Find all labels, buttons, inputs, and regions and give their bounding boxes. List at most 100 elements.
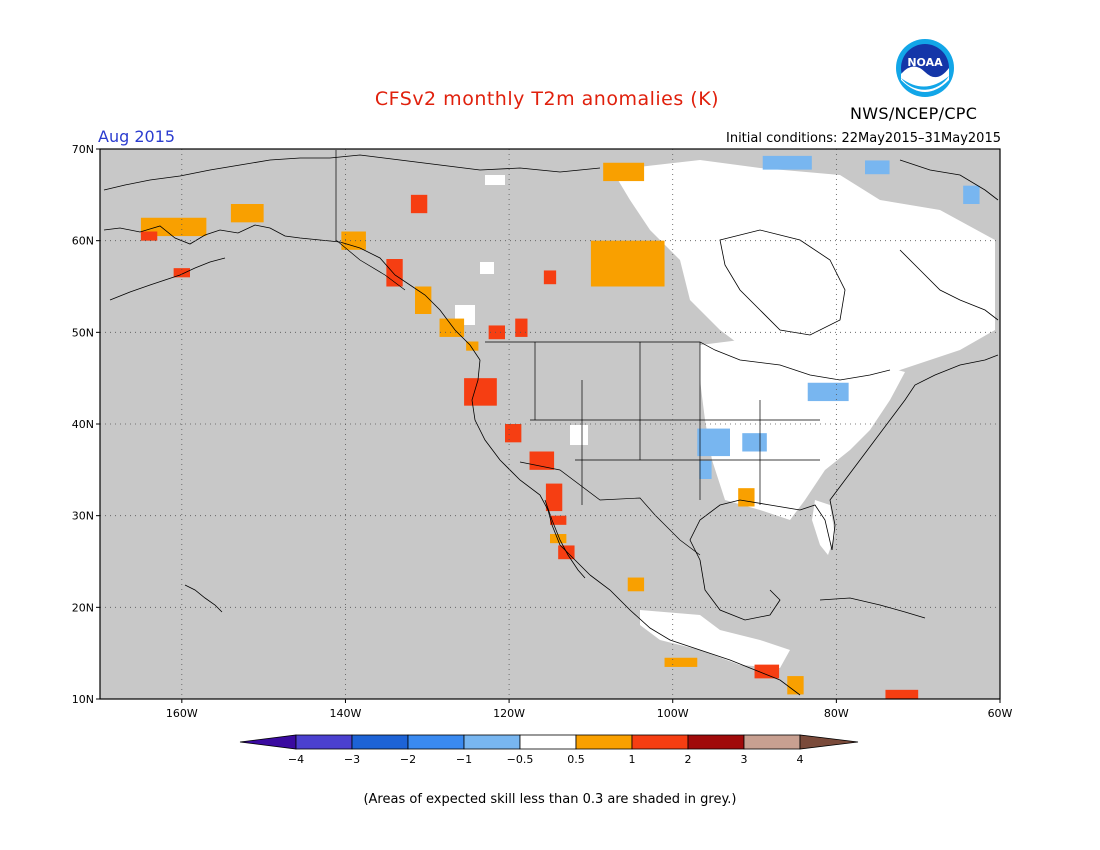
colorbar-label: 0.5 [567, 753, 585, 766]
coastline-aleutians [109, 257, 226, 301]
colorbar-segment [463, 734, 521, 750]
anomaly-cell-red_orange [505, 424, 522, 443]
coastline-west-us [471, 359, 591, 576]
colorbar-segment [743, 734, 801, 750]
anomaly-cell-red_orange [515, 318, 528, 337]
lat-tick-label: 50N [72, 326, 94, 339]
anomaly-cell-light_blue [697, 428, 730, 457]
axis-ticks: 70N 60N 50N 40N 30N 20N 10N 160W 140W 120W 100W 80W… [72, 143, 1013, 720]
coastline-labrador [899, 249, 999, 321]
anomaly-cell-red_orange [140, 231, 158, 241]
colorbar-label: 4 [797, 753, 804, 766]
colorbar-max-arrow [799, 734, 859, 750]
coastline-east-us [829, 354, 999, 551]
noaa-logo: NOAA [895, 38, 955, 98]
initial-conditions: Initial conditions: 22May2015–31May2015 [726, 131, 1001, 146]
coastline-arctic [103, 154, 601, 191]
anomaly-cell-red_orange [488, 325, 505, 340]
lon-tick-label: 160W [166, 707, 198, 720]
colorbar-segment [575, 734, 633, 750]
border-us-canada [485, 341, 891, 381]
forecast-month: Aug 2015 [98, 127, 176, 146]
anomaly-cell-orange [787, 676, 804, 695]
anomaly-cell-light_blue [865, 160, 890, 175]
anomaly-cell-orange [415, 286, 432, 314]
neutral-region-us-east [700, 340, 905, 520]
colorbar-label: 2 [685, 753, 692, 766]
anomaly-cell-red_orange [885, 689, 919, 699]
neutral-region-florida [812, 500, 835, 555]
anomaly-cell-light_blue [762, 155, 812, 170]
lat-tick-label: 30N [72, 510, 94, 523]
anomaly-cell-orange [603, 162, 645, 182]
colorbar-label: −1 [456, 753, 472, 766]
anomaly-cell-orange [738, 488, 755, 507]
political-borders [335, 150, 891, 556]
coastline-cuba [819, 597, 926, 619]
colorbar-segment [295, 734, 353, 750]
anomaly-cells [140, 155, 980, 699]
colorbar-label: 1 [629, 753, 636, 766]
colorbar-min-arrow [239, 734, 297, 750]
colorbar-segment [351, 734, 409, 750]
anomaly-cell-red_orange [173, 268, 190, 278]
chart-title: CFSv2 monthly T2m anomalies (K) [374, 88, 720, 110]
colorbar-label: −4 [288, 753, 304, 766]
anomaly-cell-orange [341, 231, 366, 250]
anomaly-cell-orange [439, 318, 465, 337]
colorbar-segment [519, 734, 577, 750]
lon-tick-label: 60W [988, 707, 1013, 720]
coastline-greenland [899, 159, 999, 201]
anomaly-cell-red_orange [550, 515, 567, 525]
coastline-baja [544, 499, 586, 579]
neutral-region-mexico [640, 610, 790, 668]
anomaly-cell-light_blue [742, 433, 767, 452]
colorbar-label: 3 [741, 753, 748, 766]
skill-footnote: (Areas of expected skill less than 0.3 a… [363, 792, 737, 807]
anomaly-cell-red_orange [754, 664, 780, 679]
colorbar: −4 −3 −2 −1 −0.5 0.5 1 2 3 4 [239, 734, 859, 766]
coastline-yucatan [699, 559, 781, 621]
colorbar-segment [407, 734, 465, 750]
colorbar-label: −0.5 [507, 753, 534, 766]
coastline-alaska [103, 224, 481, 361]
gridlines [100, 149, 1000, 699]
lat-tick-label: 70N [72, 143, 94, 156]
lat-tick-label: 20N [72, 601, 94, 614]
anomaly-cell-orange [590, 240, 665, 287]
coastlines [103, 154, 999, 696]
anomaly-cell-red_orange [543, 270, 557, 285]
anomaly-cell-red_orange [410, 194, 428, 214]
anomaly-cell-red_orange [464, 378, 497, 406]
anomaly-cell-light_blue [807, 382, 849, 402]
lat-tick-label: 40N [72, 418, 94, 431]
anomaly-cell-red_orange [386, 259, 403, 287]
agency-label: NWS/NCEP/CPC [850, 104, 978, 123]
logo-text: NOAA [907, 56, 943, 69]
neutral-patch-north [480, 262, 494, 274]
lat-tick-label: 60N [72, 235, 94, 248]
border-alaska-canada [335, 150, 406, 291]
colorbar-segment [631, 734, 689, 750]
anomaly-cell-orange [550, 534, 567, 544]
lon-tick-label: 80W [824, 707, 849, 720]
border-us-mexico [519, 461, 701, 556]
neutral-region-canada-east [612, 160, 995, 390]
anomaly-cell-light_blue [699, 460, 712, 479]
noaa-logo-graphic: NOAA [896, 39, 954, 97]
anomaly-cell-orange [627, 577, 645, 592]
colorbar-label: −2 [400, 753, 416, 766]
anomaly-cell-red_orange [545, 483, 563, 512]
anomaly-cell-orange [230, 204, 264, 223]
lon-tick-label: 140W [330, 707, 362, 720]
colorbar-segment [687, 734, 745, 750]
lon-tick-label: 120W [493, 707, 525, 720]
lat-tick-label: 10N [72, 693, 94, 706]
neutral-patch-rockies [570, 425, 588, 445]
neutral-patch-arctic [485, 175, 505, 185]
border-us-states-1 [530, 342, 820, 505]
anomaly-cell-orange [664, 657, 698, 667]
anomaly-cell-red_orange [529, 451, 555, 470]
anomaly-cell-light_blue [963, 185, 980, 204]
